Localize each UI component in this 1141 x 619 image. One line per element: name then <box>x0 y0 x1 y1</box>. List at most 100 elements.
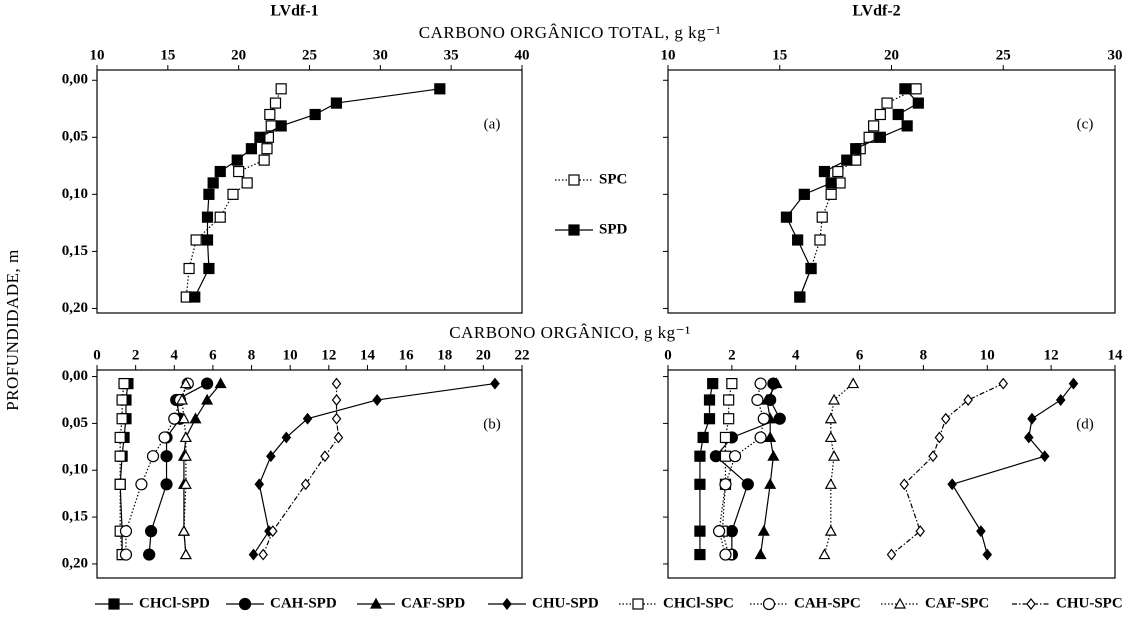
y-axis-title: PROFUNDIDADE, m <box>3 249 22 410</box>
marker <box>369 597 383 609</box>
marker <box>881 97 893 109</box>
x-tick-label: 0 <box>664 347 672 363</box>
marker <box>798 188 810 200</box>
marker <box>770 377 783 389</box>
marker <box>828 393 841 405</box>
x-tick-label: 30 <box>1108 47 1123 63</box>
marker <box>1039 450 1050 463</box>
x-tick-label: 2 <box>728 347 736 363</box>
y-tick-label: 0,05 <box>62 129 88 145</box>
marker <box>816 211 828 223</box>
x-tick-label: 20 <box>884 47 899 63</box>
series-line <box>951 383 1074 555</box>
x-tick-label: 20 <box>231 47 246 63</box>
marker <box>773 412 786 425</box>
marker <box>333 431 344 444</box>
x-tick-label: 16 <box>399 347 415 363</box>
marker <box>331 377 342 390</box>
marker <box>261 143 273 155</box>
marker <box>694 478 706 490</box>
marker <box>168 412 181 425</box>
marker <box>850 143 862 155</box>
marker <box>214 165 226 178</box>
marker <box>201 234 214 246</box>
x-tick-label: 8 <box>920 347 928 363</box>
y-tick-label: 0,20 <box>62 300 88 316</box>
x-tick-label: 10 <box>90 47 105 63</box>
marker <box>767 449 780 461</box>
x-tick-label: 0 <box>93 347 101 363</box>
x-tick-label: 12 <box>1044 347 1059 363</box>
marker <box>726 377 738 390</box>
marker <box>757 412 770 425</box>
series-line <box>721 383 733 555</box>
marker <box>751 393 764 407</box>
marker <box>214 211 226 223</box>
x-tick-label: 35 <box>444 47 459 63</box>
marker <box>719 431 732 444</box>
panel-label: (c) <box>1077 116 1094 132</box>
x-tick-label: 8 <box>248 347 256 363</box>
marker <box>818 548 831 560</box>
marker <box>302 412 313 425</box>
marker <box>764 478 777 489</box>
marker <box>1024 431 1034 444</box>
marker <box>719 548 732 561</box>
marker <box>868 120 880 132</box>
marker <box>119 548 133 561</box>
marker <box>847 377 860 389</box>
marker <box>760 393 773 405</box>
marker <box>805 262 817 275</box>
marker <box>1055 394 1066 406</box>
x-tick-label: 6 <box>209 347 217 363</box>
marker <box>275 120 287 132</box>
marker <box>309 108 321 121</box>
panel-label: (b) <box>483 416 501 432</box>
marker <box>764 431 777 443</box>
x-tick-label: 25 <box>996 47 1011 63</box>
marker <box>135 478 148 491</box>
marker <box>300 478 311 491</box>
marker <box>757 524 770 536</box>
marker <box>703 413 716 425</box>
marker <box>568 174 580 186</box>
marker <box>825 188 837 200</box>
marker <box>928 450 938 463</box>
legend-label: CAF-SPD <box>401 595 465 611</box>
marker <box>331 412 342 425</box>
y-tick-label: 0,10 <box>62 462 88 478</box>
marker <box>201 211 214 223</box>
marker <box>158 431 171 444</box>
marker <box>874 131 886 143</box>
marker <box>177 524 190 536</box>
marker <box>828 449 841 461</box>
marker <box>268 525 278 538</box>
marker <box>114 478 126 490</box>
marker <box>824 524 837 536</box>
legend-item: SPD <box>555 221 628 237</box>
plot-frame <box>96 69 523 314</box>
y-tick-label: 0,05 <box>62 415 88 431</box>
marker <box>146 450 160 463</box>
legend-item: CAF-SPD <box>357 595 465 611</box>
marker <box>238 597 252 611</box>
x-tick-label: 20 <box>476 347 491 363</box>
legend-item: SPC <box>555 171 627 187</box>
marker <box>841 154 853 166</box>
x-axis-title: CARBONO ORGÂNICO TOTAL, g kg⁻¹ <box>419 23 721 42</box>
legend-label: CHU-SPC <box>1056 595 1123 611</box>
marker <box>754 431 767 444</box>
marker <box>762 597 776 611</box>
marker <box>712 525 726 538</box>
marker <box>780 211 793 223</box>
y-tick-label: 0,15 <box>62 509 88 525</box>
marker <box>190 234 202 246</box>
legend-label: CAF-SPC <box>925 595 989 611</box>
series-line <box>262 383 340 555</box>
marker <box>179 449 192 461</box>
marker <box>248 548 259 561</box>
marker <box>741 478 754 491</box>
series-line <box>185 88 282 298</box>
x-tick-label: 14 <box>360 347 376 363</box>
